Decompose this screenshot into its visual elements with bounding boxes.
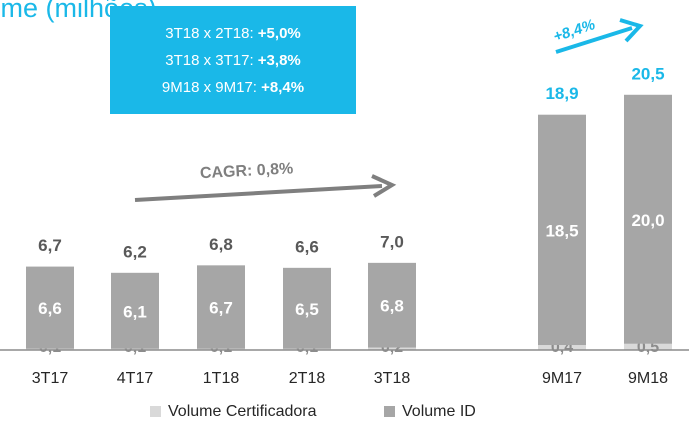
value-label: 20,0	[631, 211, 664, 230]
box-line: 3T18 x 2T18: +5,0%	[165, 25, 301, 42]
total-label: 7,0	[380, 232, 404, 251]
total-label: 6,8	[209, 235, 233, 254]
total-label: 20,5	[631, 64, 664, 83]
bar-segment	[624, 343, 672, 350]
value-label: 18,5	[545, 221, 578, 240]
total-label: 6,6	[295, 237, 319, 256]
box-line: 3T18 x 3T17: +3,8%	[165, 52, 301, 69]
legend-swatch	[384, 406, 395, 417]
bar-segment	[538, 114, 586, 346]
growth-arrowhead	[619, 18, 644, 43]
legend-label: Volume Certificadora	[168, 403, 317, 420]
box-value: +3,8%	[258, 52, 301, 69]
bar-segment	[624, 94, 672, 344]
value-label: 6,5	[295, 300, 319, 319]
x-tick-label: 9M18	[628, 370, 668, 387]
total-label: 6,2	[123, 242, 147, 261]
x-tick-label: 2T18	[289, 370, 326, 387]
bar-segment	[368, 347, 416, 350]
box-value: +8,4%	[261, 79, 304, 96]
box-label: 9M18 x 9M17:	[162, 79, 257, 96]
x-tick-label: 9M17	[542, 370, 582, 387]
box-label: 3T18 x 3T17:	[165, 52, 253, 69]
legend-swatch	[150, 406, 161, 417]
x-tick-label: 3T18	[374, 370, 411, 387]
bar-segment	[111, 272, 159, 349]
value-label: 6,1	[123, 302, 147, 321]
x-tick-label: 3T17	[32, 370, 69, 387]
box-value: +5,0%	[258, 25, 301, 42]
bar-segment	[197, 265, 245, 349]
bar-segment	[368, 262, 416, 348]
value-label: 6,8	[380, 297, 404, 316]
bar-segment	[283, 267, 331, 349]
bar-segment	[538, 345, 586, 350]
box-label: 3T18 x 2T18:	[165, 25, 253, 42]
cagr-label: CAGR: 0,8%	[200, 160, 294, 182]
value-label: 6,7	[209, 299, 233, 318]
x-tick-label: 4T17	[117, 370, 154, 387]
legend-label: Volume ID	[402, 403, 476, 420]
growth-arrow	[555, 26, 633, 54]
annotation-box	[110, 6, 356, 114]
cagr-arrowhead	[371, 174, 397, 198]
total-label: 18,9	[545, 84, 578, 103]
cagr-arrow	[134, 184, 383, 202]
box-line: 9M18 x 9M17: +8,4%	[162, 79, 304, 96]
value-label: 6,6	[38, 299, 62, 318]
x-tick-label: 1T18	[203, 370, 240, 387]
total-label: 6,7	[38, 236, 62, 255]
bar-segment	[26, 266, 74, 349]
